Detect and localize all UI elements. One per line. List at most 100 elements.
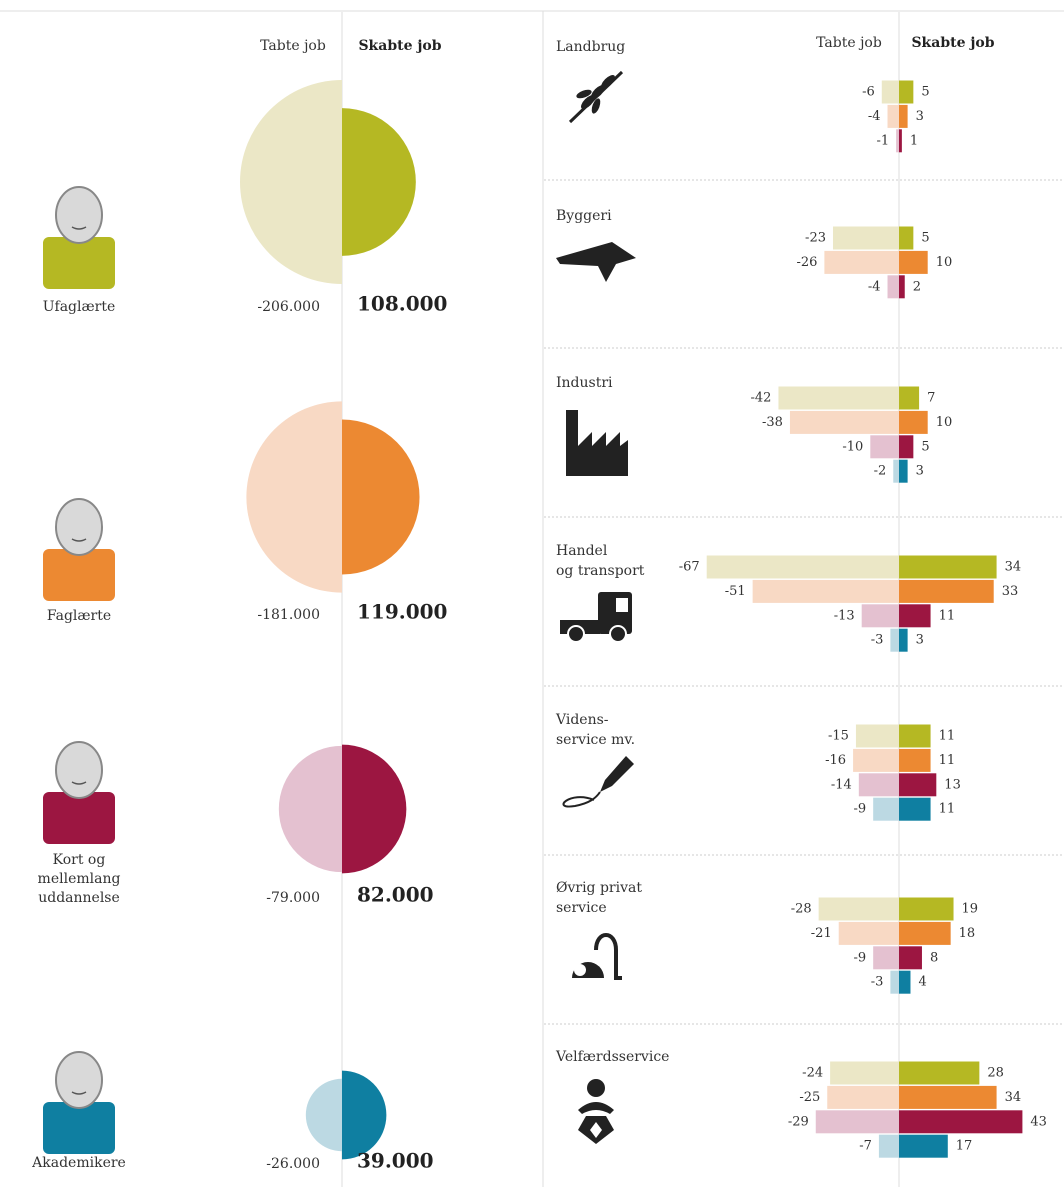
created-bar — [899, 946, 922, 969]
sector-label: Industri — [556, 375, 613, 391]
person-body — [43, 549, 115, 601]
header: Skabte job — [911, 35, 994, 51]
value-label: 17 — [956, 1139, 973, 1154]
value-label: -67 — [679, 560, 700, 575]
value-label: -16 — [825, 753, 846, 768]
value-label: 3 — [916, 109, 924, 124]
value-label: 43 — [1030, 1114, 1047, 1129]
created-bar — [899, 1110, 1022, 1133]
value-label: -42 — [751, 391, 772, 406]
created-half-circle — [342, 1071, 386, 1160]
lost-bar — [890, 629, 899, 652]
lost-bar — [896, 129, 899, 152]
lost-bar — [888, 275, 899, 298]
lost-bar — [839, 922, 899, 945]
value-label: 28 — [987, 1066, 1004, 1081]
lost-label: -79.000 — [266, 890, 320, 906]
created-half-circle — [342, 108, 416, 256]
category-label: Ufaglærte — [43, 299, 116, 315]
created-bar — [899, 251, 928, 274]
lost-bar — [873, 798, 899, 821]
value-label: -15 — [828, 729, 849, 744]
value-label: -51 — [725, 584, 746, 599]
lost-half-circle — [306, 1079, 342, 1151]
sector-label: Velfærdsservice — [555, 1049, 669, 1065]
created-bar — [899, 922, 951, 945]
value-label: -2 — [874, 464, 887, 479]
sector-label: Handel — [556, 543, 608, 559]
value-label: -4 — [868, 279, 881, 294]
value-label: -28 — [791, 902, 812, 917]
value-label: -29 — [788, 1114, 809, 1129]
value-label: -25 — [799, 1090, 820, 1105]
value-label: -14 — [831, 777, 852, 792]
created-bar — [899, 227, 913, 250]
lost-half-circle — [246, 401, 342, 592]
value-label: -4 — [868, 109, 881, 124]
created-bar — [899, 105, 908, 128]
created-bar — [899, 749, 931, 772]
created-bar — [899, 129, 902, 152]
lost-bar — [819, 898, 899, 921]
value-label: 11 — [939, 608, 956, 623]
lost-bar — [879, 1135, 899, 1158]
value-label: -1 — [876, 133, 889, 148]
lost-bar — [856, 725, 899, 748]
sector-icons — [556, 72, 636, 1144]
category-label: Akademikere — [31, 1155, 126, 1171]
created-bar — [899, 411, 928, 434]
value-label: 5 — [921, 231, 929, 246]
lost-bar — [790, 411, 899, 434]
value-label: 11 — [939, 753, 956, 768]
value-label: 8 — [930, 950, 938, 965]
lost-bar — [853, 749, 899, 772]
value-label: -21 — [811, 926, 832, 941]
created-bar — [899, 387, 919, 410]
value-label: -7 — [859, 1139, 872, 1154]
value-label: 10 — [936, 415, 953, 430]
icon-wheat — [570, 72, 622, 122]
created-label: 82.000 — [357, 883, 434, 907]
value-label: -10 — [842, 439, 863, 454]
created-bar — [899, 1062, 979, 1085]
created-half-circle — [342, 419, 420, 574]
person-head — [56, 499, 102, 555]
person-head — [56, 742, 102, 798]
person-head — [56, 187, 102, 243]
person-head — [56, 1052, 102, 1108]
page: Tabte jobSkabte jobUfaglærte-206.000108.… — [0, 0, 1064, 1187]
sector-label: Øvrig privat — [556, 880, 642, 896]
value-label: -9 — [853, 950, 866, 965]
icon-truck — [560, 592, 632, 642]
lost-bar — [778, 387, 899, 410]
value-label: 5 — [921, 439, 929, 454]
lost-half-circle — [240, 80, 342, 284]
lost-bar — [753, 580, 899, 603]
person-body — [43, 1102, 115, 1154]
created-bar — [899, 81, 913, 104]
sector-label: Landbrug — [556, 39, 625, 55]
person-body — [43, 792, 115, 844]
icon-trowel — [556, 242, 636, 282]
lost-bar — [833, 227, 899, 250]
value-label: 3 — [916, 464, 924, 479]
icon-pen — [563, 756, 634, 807]
created-bar — [899, 725, 931, 748]
created-label: 108.000 — [357, 292, 447, 316]
infographic: Tabte jobSkabte jobUfaglærte-206.000108.… — [0, 0, 1064, 1187]
value-label: 5 — [921, 85, 929, 100]
category-label: Faglærte — [47, 608, 111, 624]
lost-bar — [882, 81, 899, 104]
created-bar — [899, 435, 913, 458]
value-label: -26 — [796, 255, 817, 270]
value-label: 4 — [918, 975, 926, 990]
lost-bar — [862, 604, 899, 627]
lost-label: -181.000 — [257, 607, 320, 623]
created-bar — [899, 629, 908, 652]
created-half-circle — [342, 745, 406, 874]
category-label: uddannelse — [38, 890, 120, 906]
lost-bar — [830, 1062, 899, 1085]
value-label: -9 — [853, 802, 866, 817]
created-bar — [899, 604, 931, 627]
lost-bar — [827, 1086, 899, 1109]
